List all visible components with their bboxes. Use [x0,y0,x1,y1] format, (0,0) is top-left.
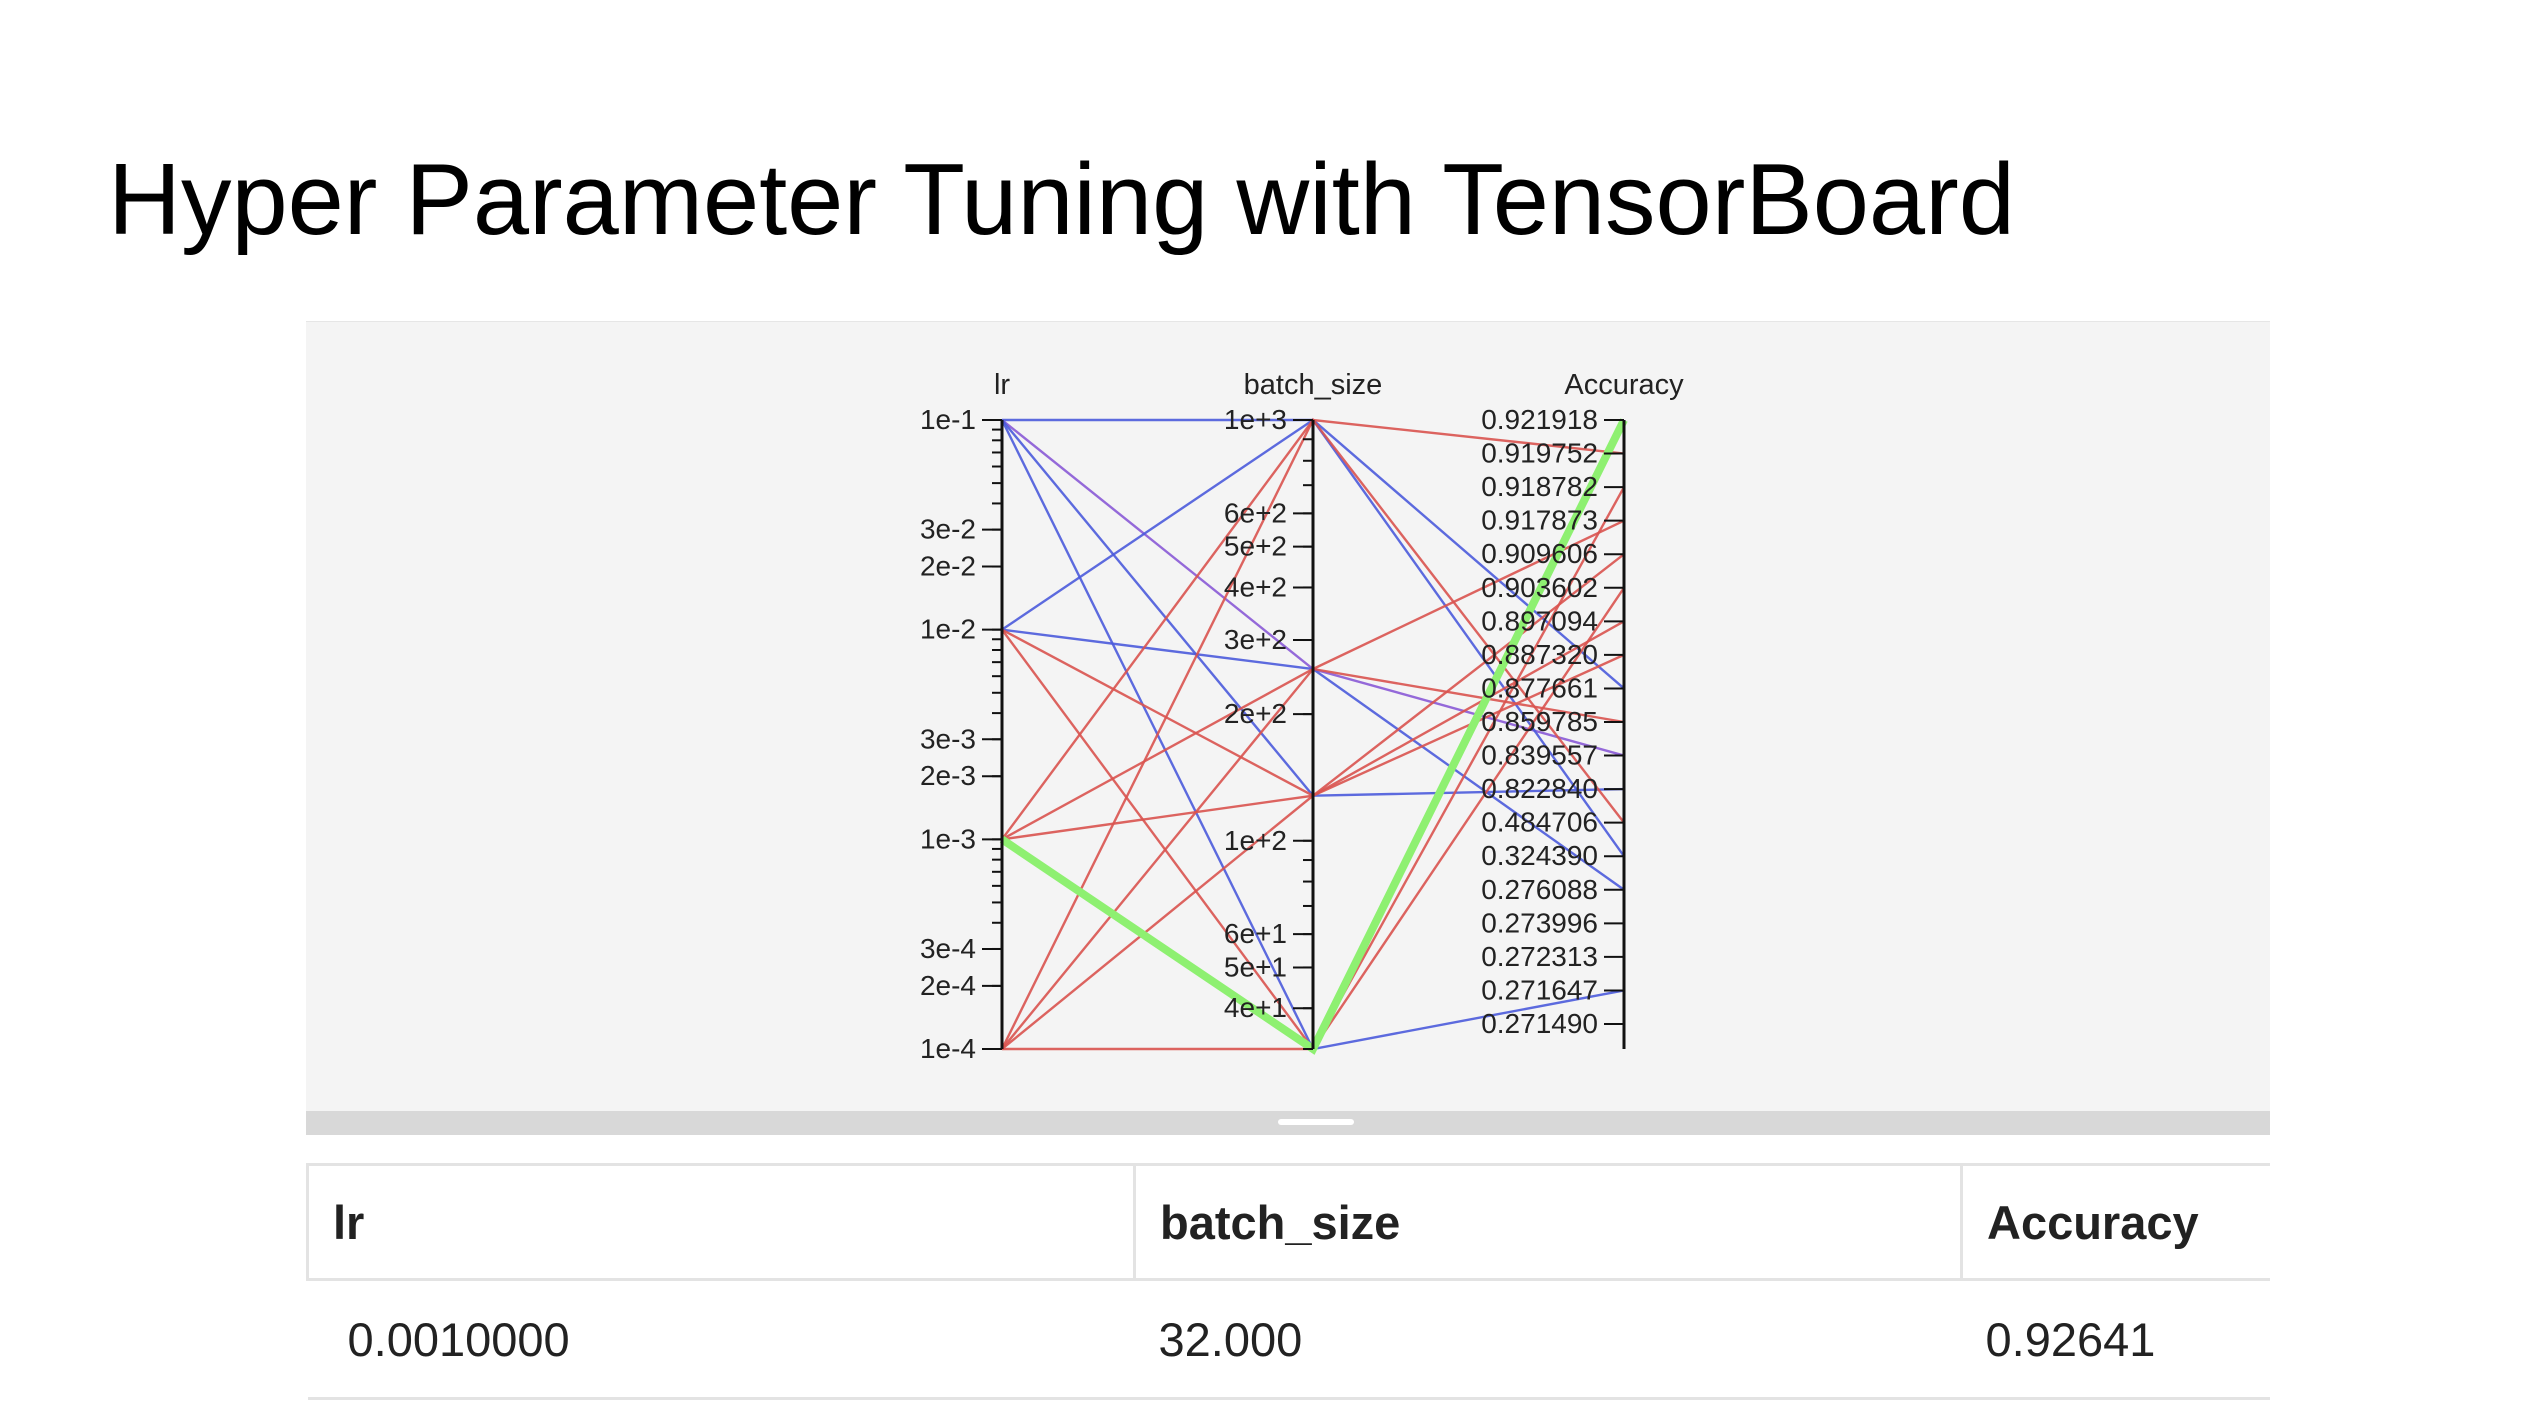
accuracy-tick-label: 0.271647 [1481,974,1598,1005]
accuracy-tick-label: 0.921918 [1481,404,1598,435]
accuracy-tick-label: 0.859785 [1481,706,1598,737]
panel-splitter[interactable] [306,1111,2270,1135]
accuracy-tick-label: 0.918782 [1481,471,1598,502]
cell-lr: 0.0010000 [307,1279,1135,1400]
accuracy-tick-label: 0.324390 [1481,840,1598,871]
batch-size-tick-label: 6e+2 [1224,497,1287,528]
lr-tick-label: 2e-2 [920,551,976,582]
lr-tick-label: 1e-4 [920,1033,976,1064]
accuracy-tick-label: 0.903602 [1481,572,1598,603]
axis-batch-size-title: batch_size [1244,369,1383,401]
accuracy-tick-label: 0.877661 [1481,672,1598,703]
slide-title: Hyper Parameter Tuning with TensorBoard [108,144,2015,256]
batch-size-tick-label: 1e+2 [1224,825,1287,856]
accuracy-tick-label: 0.276088 [1481,874,1598,905]
accuracy-tick-label: 0.273996 [1481,907,1598,938]
lr-tick-label: 1e-3 [920,823,976,854]
cell-batch-size: 32.000 [1134,1279,1962,1400]
lr-tick-label: 1e-2 [920,614,976,645]
batch-size-tick-label: 2e+2 [1224,698,1287,729]
parallel-coordinates-panel[interactable]: lr batch_size Accuracy 1e-1 3e-2 2e-2 1e-2 3e-3… [306,321,2270,1112]
axis-accuracy-title: Accuracy [1564,369,1684,401]
batch-size-tick-label: 4e+2 [1224,571,1287,602]
accuracy-tick-label: 0.919752 [1481,438,1598,469]
column-header-accuracy[interactable]: Accuracy [1960,1163,2270,1281]
batch-size-tick-label: 4e+1 [1224,992,1287,1023]
lr-tick-label: 3e-3 [920,723,976,754]
column-header-lr[interactable]: lr [306,1163,1135,1281]
batch-size-tick-label: 5e+2 [1224,531,1287,562]
batch-size-tick-label: 6e+1 [1224,918,1287,949]
lr-tick-label: 3e-4 [920,933,976,964]
column-header-batch-size[interactable]: batch_size [1133,1163,1962,1281]
axis-lr-title: lr [994,369,1010,401]
results-table: lr batch_size Accuracy 0.0010000 32.000 … [306,1163,2270,1400]
accuracy-tick-label: 0.887320 [1481,639,1598,670]
splitter-handle[interactable] [1278,1119,1354,1125]
lr-tick-label: 2e-3 [920,760,976,791]
lr-tick-label: 1e-1 [920,404,976,435]
cell-accuracy: 0.92641 [1961,1279,2270,1400]
accuracy-tick-label: 0.271490 [1481,1008,1598,1039]
table-row[interactable]: 0.0010000 32.000 0.92641 [307,1279,2270,1400]
accuracy-tick-label: 0.484706 [1481,807,1598,838]
accuracy-tick-label: 0.272313 [1481,941,1598,972]
accuracy-tick-label: 0.897094 [1481,605,1598,636]
lr-tick-label: 3e-2 [920,514,976,545]
accuracy-tick-label: 0.839557 [1481,740,1598,771]
accuracy-tick-label: 0.822840 [1481,773,1598,804]
batch-size-tick-label: 3e+2 [1224,624,1287,655]
batch-size-tick-label: 5e+1 [1224,951,1287,982]
lr-tick-label: 2e-4 [920,970,976,1001]
accuracy-tick-label: 0.917873 [1481,505,1598,536]
accuracy-tick-label: 0.909606 [1481,538,1598,569]
parallel-coordinates-chart[interactable]: lr batch_size Accuracy 1e-1 3e-2 2e-2 1e-2 3e-3… [306,322,2270,1112]
batch-size-tick-label: 1e+3 [1224,404,1287,435]
table-header-row: lr batch_size Accuracy [306,1163,2270,1281]
